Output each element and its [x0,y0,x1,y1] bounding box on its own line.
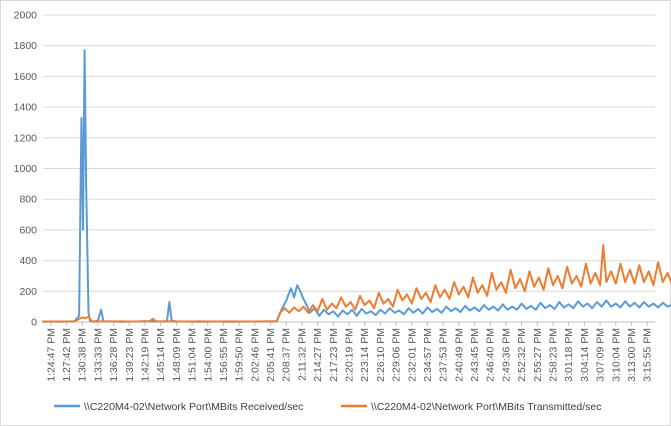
x-tick-label: 1:59:50 PM [234,328,246,382]
x-tick-label: 1:30:38 PM [77,328,89,382]
y-tick-label: 1400 [14,102,38,114]
legend-label: \\C220M4-02\Network Port\MBits Transmitt… [371,401,602,413]
x-tick-label: 3:07:09 PM [595,328,607,382]
x-tick-label: 2:49:36 PM [500,328,512,382]
x-tick-label: 1:54:00 PM [202,328,214,382]
y-tick-label: 800 [19,194,37,206]
x-tick-label: 2:08:37 PM [281,328,293,382]
y-tick-label: 1000 [14,163,38,175]
y-tick-label: 1800 [14,40,38,52]
series-line-transmitted [42,244,671,323]
y-tick-label: 600 [19,224,37,236]
y-tick-label: 1200 [14,132,38,144]
series-lines [42,49,671,323]
x-tick-label: 2:34:57 PM [422,328,434,382]
x-tick-label: 2:05:41 PM [265,328,277,382]
x-axis: 1:24:47 PM 1:27:42 PM 1:30:38 PM 1:33:33 PM… [45,322,654,382]
x-tick-label: 2:37:53 PM [438,328,450,382]
y-tick-label: 0 [31,317,37,329]
x-tick-label: 2:52:32 PM [516,328,528,382]
x-tick-label: 2:43:45 PM [469,328,481,382]
series-line-received [42,49,671,323]
y-tick-label: 200 [19,286,37,298]
x-tick-label: 2:46:40 PM [485,328,497,382]
x-tick-label: 2:26:10 PM [375,328,387,382]
x-tick-label: 2:11:32 PM [296,328,308,381]
x-tick-label: 2:20:19 PM [344,328,356,382]
legend-label: \\C220M4-02\Network Port\MBits Received/… [84,401,303,413]
x-tick-label: 1:24:47 PM [45,328,57,382]
x-tick-label: 1:42:19 PM [140,328,152,382]
x-tick-label: 2:32:01 PM [406,328,418,382]
y-tick-label: 400 [19,255,37,267]
x-tick-label: 1:36:28 PM [108,328,120,382]
x-tick-label: 3:13:00 PM [626,328,638,382]
x-tick-label: 1:48:09 PM [171,328,183,382]
x-tick-label: 3:15:55 PM [642,328,654,382]
y-tick-label: 2000 [14,10,38,22]
x-tick-label: 2:17:23 PM [328,328,340,382]
x-tick-label: 3:01:18 PM [563,328,575,382]
x-tick-label: 1:51:04 PM [187,328,199,382]
x-tick-label: 1:56:55 PM [218,328,230,382]
x-tick-label: 3:04:14 PM [579,328,591,382]
x-tick-label: 3:10:04 PM [610,328,622,382]
x-tick-label: 1:33:33 PM [92,328,104,382]
gridlines [43,14,655,323]
legend: \\C220M4-02\Network Port\MBits Received/… [54,401,602,413]
x-tick-label: 2:14:27 PM [312,328,324,382]
x-tick-label: 2:23:14 PM [359,328,371,382]
x-tick-label: 2:55:27 PM [532,328,544,382]
y-tick-label: 1600 [14,71,38,83]
x-tick-label: 1:27:42 PM [61,328,73,382]
x-tick-label: 2:29:06 PM [391,328,403,382]
x-tick-label: 2:40:49 PM [453,328,465,382]
x-tick-label: 1:45:14 PM [155,328,167,382]
y-axis: 0 200 400 600 800 1000 1200 1400 1600 1800 2000 [14,10,38,329]
x-tick-label: 2:58:23 PM [548,328,560,382]
x-tick-label: 2:02:46 PM [249,328,261,382]
x-tick-label: 1:39:23 PM [124,328,136,382]
